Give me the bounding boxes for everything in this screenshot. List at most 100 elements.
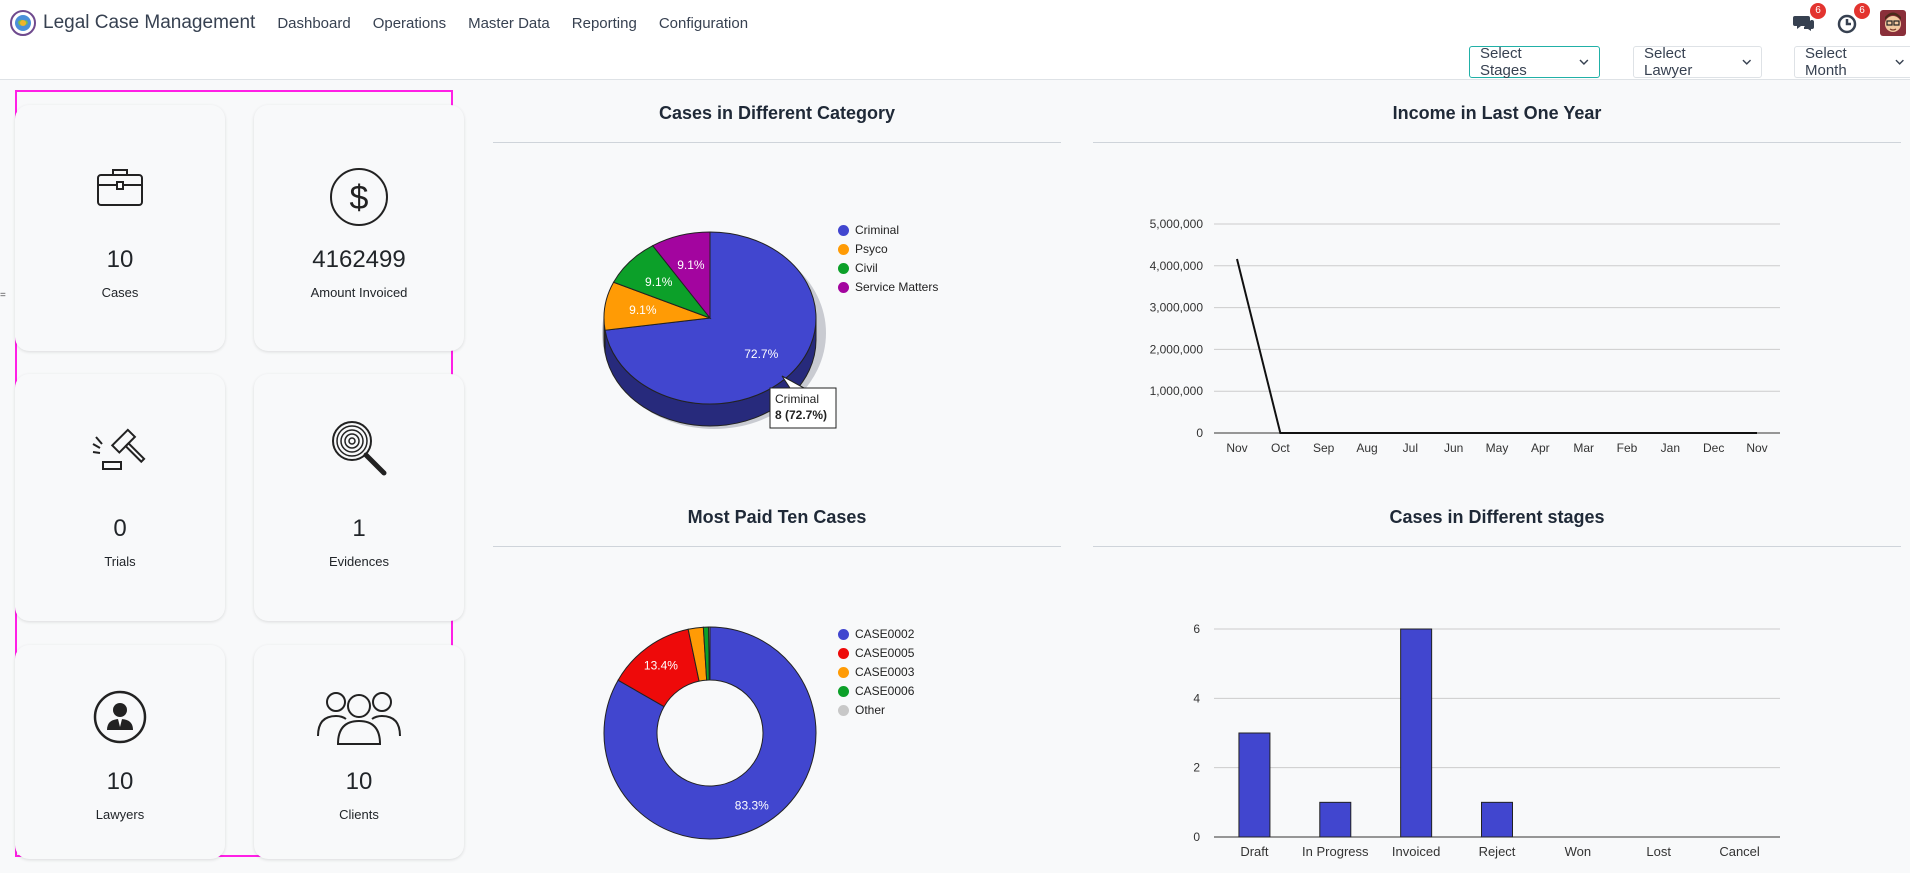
chart-title-stages: Cases in Different stages — [1389, 507, 1605, 527]
menu-master-data[interactable]: Master Data — [468, 14, 550, 32]
donut-data-label: 13.4% — [644, 658, 678, 672]
pie-data-label: 9.1% — [645, 275, 673, 289]
x-tick-label: Invoiced — [1392, 844, 1440, 859]
legend-item[interactable]: Psyco — [838, 242, 888, 256]
x-tick-label: Jan — [1661, 441, 1680, 455]
menu-configuration[interactable]: Configuration — [658, 14, 749, 32]
chat-icon — [1793, 16, 1814, 31]
select-stages-label: Select Stages — [1480, 45, 1527, 79]
x-tick-label: Mar — [1573, 441, 1594, 455]
x-tick-label: Sep — [1313, 441, 1335, 455]
messages-badge: 6 — [1810, 3, 1826, 19]
x-tick-label: Apr — [1531, 441, 1550, 455]
select-stages-dropdown[interactable]: Select Stages — [1469, 45, 1600, 79]
donut-slice[interactable] — [603, 626, 817, 840]
panel-divider — [493, 546, 1061, 547]
select-month-label: Select Month — [1805, 45, 1847, 79]
chevron-down-icon — [1895, 59, 1904, 65]
select-lawyer-dropdown[interactable]: Select Lawyer — [1633, 45, 1762, 79]
bar[interactable] — [1400, 628, 1433, 838]
legend-swatch — [838, 666, 849, 678]
fingerprint-search-icon — [332, 421, 387, 476]
tile-amount-invoiced[interactable]: $ 4162499 Amount Invoiced — [254, 105, 464, 351]
legend-item[interactable]: CASE0005 — [838, 646, 914, 660]
tile-evidences-count: 1 — [352, 515, 366, 542]
income-line-chart[interactable]: 0 1,000,000 2,000,000 3,000,000 4,000,000 5,0… — [1093, 200, 1901, 470]
legend-label: CASE0003 — [855, 665, 915, 679]
legend-item[interactable]: CASE0002 — [838, 627, 914, 641]
tile-clients-label: Clients — [339, 807, 379, 822]
menu-operations[interactable]: Operations — [372, 14, 447, 32]
x-tick-label: Feb — [1617, 441, 1638, 455]
tile-lawyers[interactable]: 10 Lawyers — [15, 645, 225, 859]
pie-data-label: 9.1% — [677, 258, 705, 272]
x-tick-label: Oct — [1271, 441, 1290, 455]
x-tick-label: Dec — [1703, 441, 1724, 455]
y-tick-label: 4 — [1193, 691, 1200, 705]
legend-label: CASE0005 — [855, 646, 915, 660]
bar[interactable] — [1238, 732, 1271, 838]
tile-lawyers-count: 10 — [106, 768, 134, 795]
legend-swatch — [838, 224, 849, 236]
chart-title-most-paid: Most Paid Ten Cases — [687, 507, 867, 527]
x-tick-label: Aug — [1356, 441, 1377, 455]
legend-item[interactable]: Service Matters — [838, 280, 938, 294]
pie-slice[interactable] — [651, 231, 711, 320]
user-avatar[interactable] — [1880, 10, 1906, 36]
panel-divider — [1093, 142, 1901, 143]
x-tick-label: Nov — [1746, 441, 1767, 455]
avatar-image — [1880, 10, 1906, 36]
category-pie-chart[interactable]: 72.7% 9.1% 9.1% 9.1% Criminal 8 (72.7%) — [570, 200, 870, 440]
donut-slice[interactable] — [708, 626, 711, 681]
left-edge-marker: = — [0, 290, 6, 301]
menu-reporting[interactable]: Reporting — [571, 14, 637, 32]
activities-badge: 6 — [1854, 3, 1870, 19]
legend-swatch — [838, 685, 849, 697]
tile-evidences[interactable]: 1 Evidences — [254, 374, 464, 621]
pie-tooltip — [769, 387, 837, 429]
tile-trials-label: Trials — [104, 554, 136, 569]
select-lawyer-label: Select Lawyer — [1644, 45, 1693, 79]
tile-cases-count: 10 — [106, 246, 134, 273]
menu-dashboard[interactable]: Dashboard — [277, 14, 351, 32]
x-tick-label: Draft — [1240, 844, 1269, 859]
bar[interactable] — [1481, 801, 1513, 838]
tile-cases-label: Cases — [101, 285, 139, 300]
y-tick-label: 4,000,000 — [1150, 259, 1204, 273]
legend-item[interactable]: CASE0006 — [838, 684, 914, 698]
legend-label: CASE0006 — [855, 684, 915, 698]
legend-label: Service Matters — [855, 280, 939, 294]
chevron-down-icon — [1741, 59, 1751, 65]
tile-amount-invoiced-label: Amount Invoiced — [310, 285, 408, 300]
tile-trials[interactable]: 0 Trials — [15, 374, 225, 621]
messages-button[interactable]: 6 — [1792, 3, 1826, 35]
legend-item[interactable]: CASE0003 — [838, 665, 914, 679]
legend-item[interactable]: Other — [838, 703, 885, 717]
legend-item[interactable]: Criminal — [838, 223, 899, 237]
legend-item[interactable]: Civil — [838, 261, 878, 275]
tooltip-category: Criminal — [775, 392, 819, 406]
legend-swatch — [838, 243, 849, 255]
tile-evidences-label: Evidences — [329, 554, 389, 569]
activities-button[interactable]: 6 — [1836, 3, 1870, 35]
income-series-line[interactable] — [1236, 258, 1757, 434]
clients-icon — [317, 692, 401, 745]
gavel-icon — [92, 428, 146, 470]
y-tick-label: 5,000,000 — [1150, 217, 1204, 231]
legend-label: CASE0002 — [855, 627, 915, 641]
app-brand[interactable]: Legal Case Management — [10, 10, 277, 36]
summary-tiles-container: 10 Cases $ 4162499 Amount Invoiced 0 Tri… — [15, 90, 464, 859]
tile-clients-count: 10 — [345, 768, 373, 795]
bar[interactable] — [1319, 801, 1352, 838]
legend-swatch — [838, 262, 849, 274]
x-tick-label: Won — [1565, 844, 1592, 859]
select-month-dropdown[interactable]: Select Month — [1794, 45, 1910, 79]
chart-title-income: Income in Last One Year — [1392, 103, 1602, 123]
tooltip-value: 8 (72.7%) — [775, 408, 827, 422]
x-tick-label: May — [1486, 441, 1509, 455]
stages-bar-chart[interactable]: 0 2 4 6 Draft In Progress Invoiced Reject Won Los… — [1093, 605, 1901, 873]
most-paid-donut-chart[interactable]: 83.3% 13.4% — [570, 605, 830, 845]
top-navbar: Legal Case Management Dashboard Operatio… — [0, 0, 1910, 46]
tile-cases[interactable]: 10 Cases — [15, 105, 225, 351]
tile-clients[interactable]: 10 Clients — [254, 645, 464, 859]
